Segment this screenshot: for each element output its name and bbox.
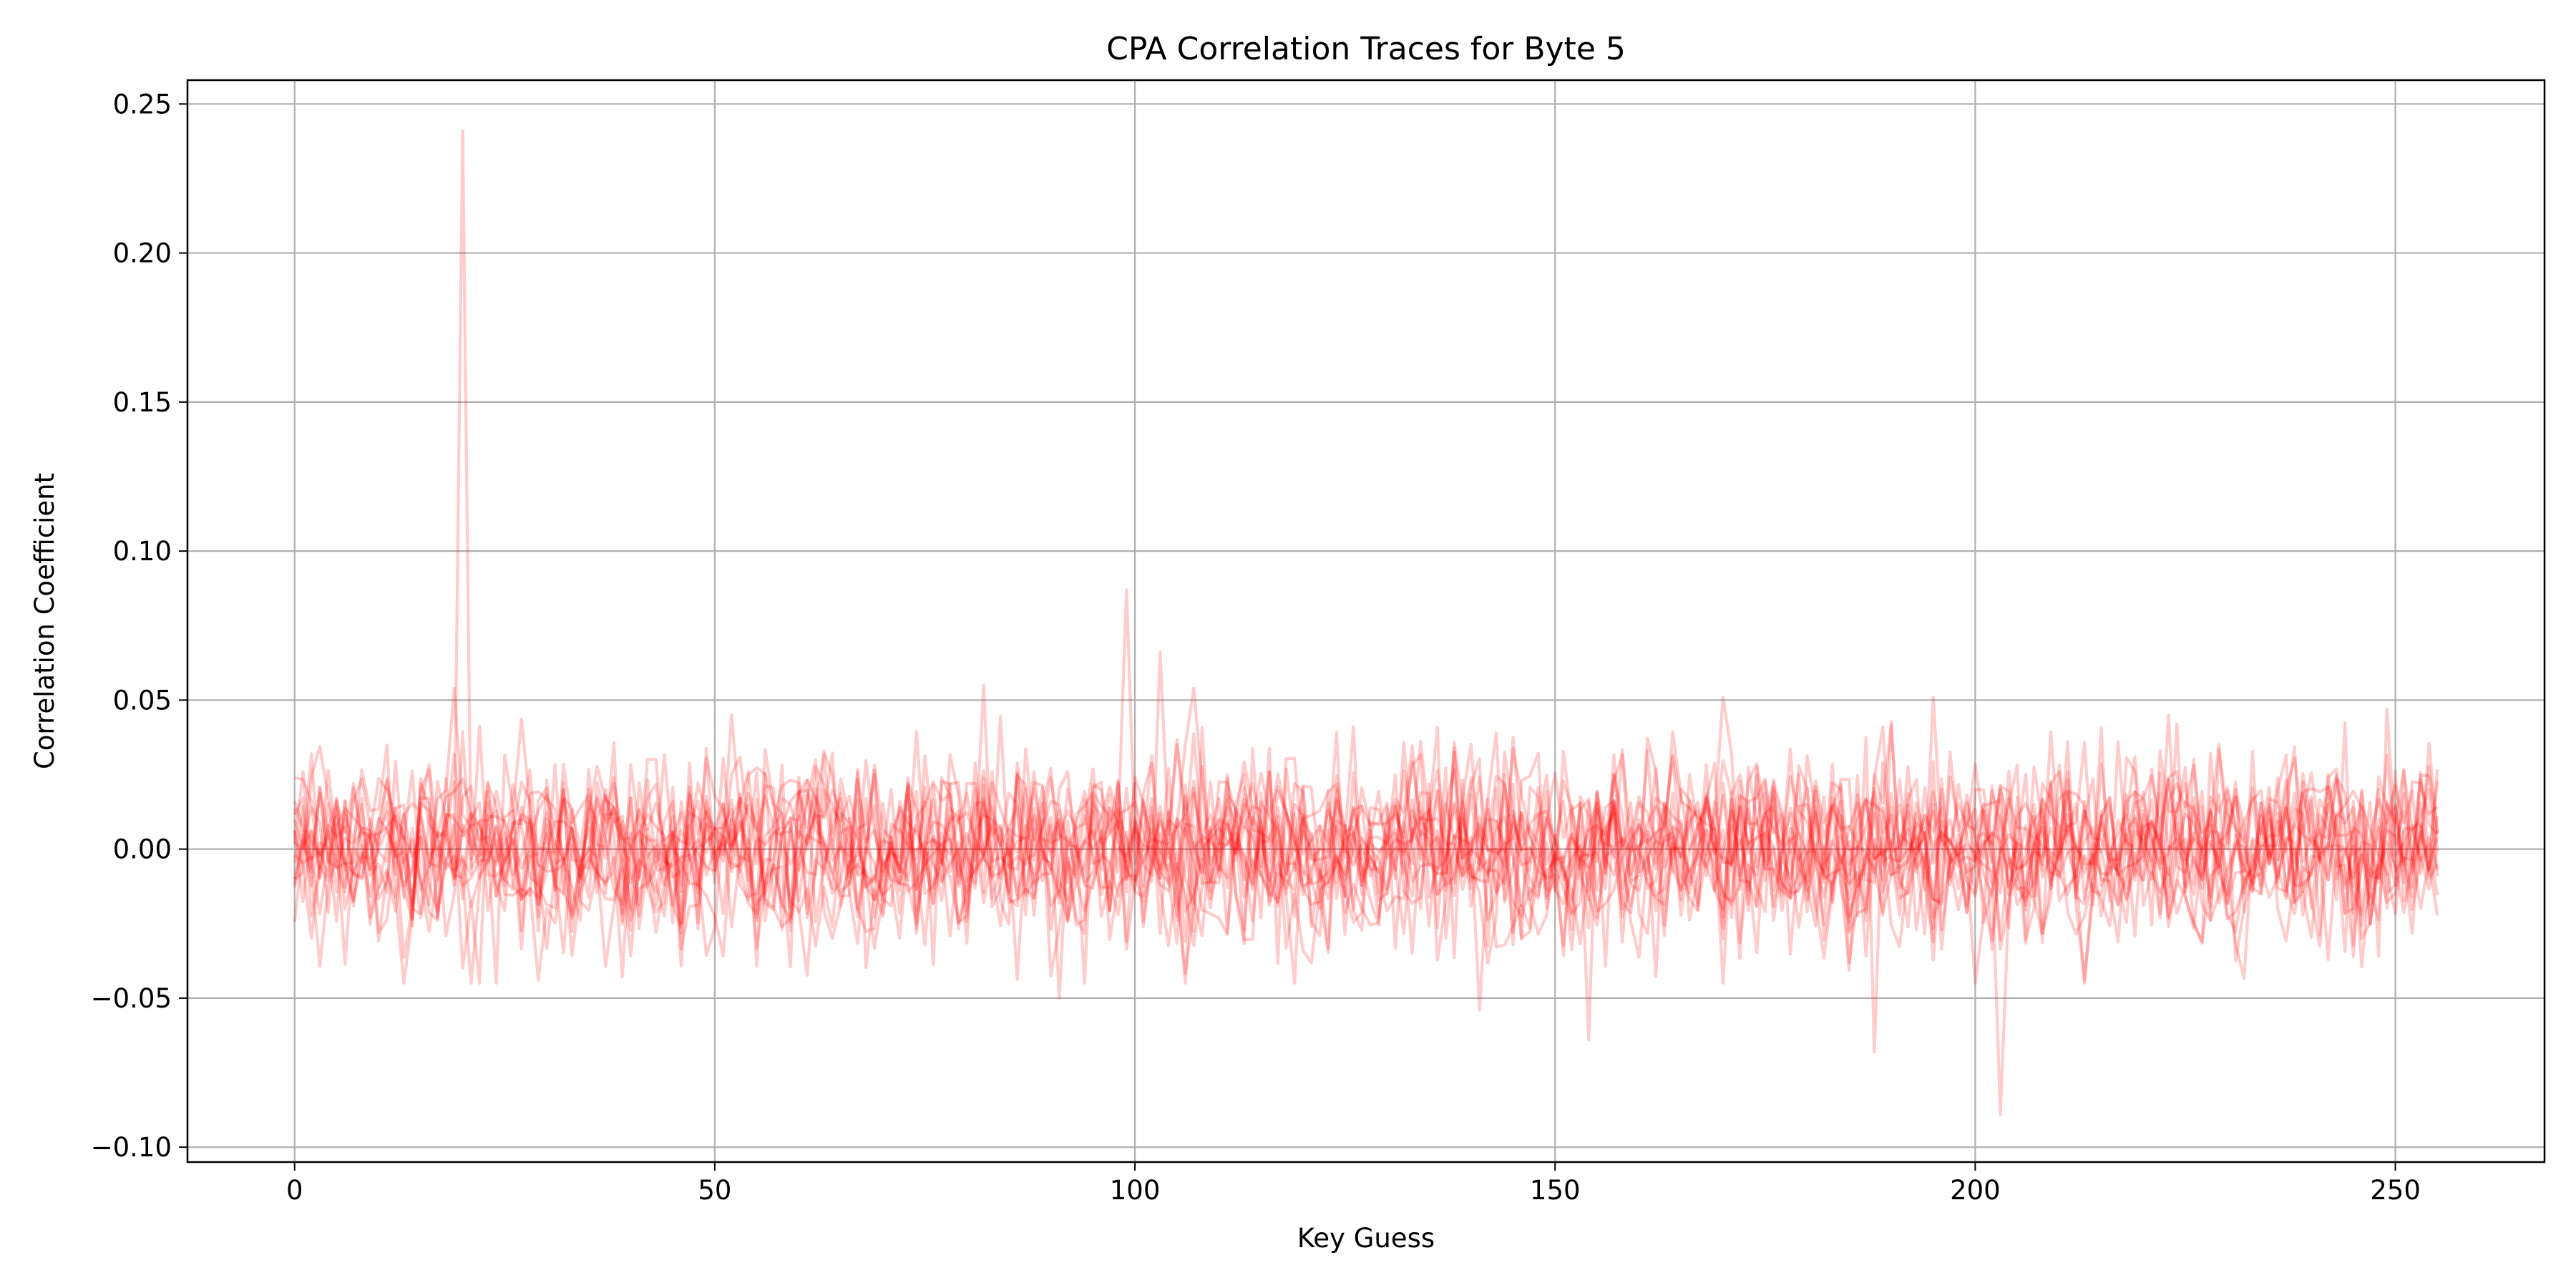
correlation-traces bbox=[293, 129, 2439, 1116]
x-tick-label: 100 bbox=[1110, 1175, 1161, 1206]
correlation-trace-3 bbox=[293, 588, 2439, 985]
correlation-trace-9 bbox=[293, 707, 2439, 985]
correlation-trace-1 bbox=[293, 129, 2439, 968]
y-tick-label: 0.25 bbox=[113, 89, 172, 119]
grid bbox=[187, 80, 2545, 1162]
correlation-trace-13 bbox=[293, 730, 2439, 1012]
y-axis-label: Correlation Coefficient bbox=[29, 473, 60, 769]
correlation-trace-5 bbox=[293, 686, 2439, 985]
y-tick-label: 0.15 bbox=[113, 387, 172, 418]
y-tick-label: 0.20 bbox=[113, 238, 172, 269]
chart-title: CPA Correlation Traces for Byte 5 bbox=[1106, 31, 1626, 67]
y-tick-label: 0.05 bbox=[113, 685, 172, 716]
correlation-trace-16 bbox=[293, 726, 2439, 985]
y-tick-label: −0.10 bbox=[91, 1132, 172, 1163]
plot-area bbox=[187, 80, 2545, 1162]
y-tick-label: −0.05 bbox=[91, 983, 172, 1014]
y-tick-label: 0.00 bbox=[113, 834, 172, 865]
correlation-trace-8 bbox=[293, 696, 2439, 985]
correlation-trace-7 bbox=[293, 696, 2439, 952]
correlation-trace-11 bbox=[293, 715, 2439, 1053]
x-axis-label: Key Guess bbox=[1297, 1223, 1435, 1254]
axis-ticks: 0 50 100 150 200 250 −0.10 −0.05 0.00 0.05 0.10 0.1… bbox=[91, 89, 2421, 1206]
x-tick-label: 150 bbox=[1530, 1175, 1581, 1206]
correlation-trace-6 bbox=[293, 683, 2439, 981]
x-tick-label: 50 bbox=[698, 1175, 731, 1206]
y-tick-label: 0.10 bbox=[113, 536, 172, 567]
correlation-trace-15 bbox=[293, 725, 2439, 985]
correlation-trace-2 bbox=[293, 686, 2439, 985]
x-tick-label: 0 bbox=[286, 1175, 303, 1206]
plot-frame bbox=[186, 79, 2546, 1163]
x-tick-label: 250 bbox=[2370, 1175, 2421, 1206]
correlation-trace-4 bbox=[294, 650, 2439, 978]
correlation-trace-12 bbox=[293, 719, 2439, 1042]
correlation-trace-10 bbox=[293, 724, 2439, 1116]
correlation-trace-14 bbox=[293, 721, 2439, 1000]
x-tick-label: 200 bbox=[1950, 1175, 2001, 1206]
